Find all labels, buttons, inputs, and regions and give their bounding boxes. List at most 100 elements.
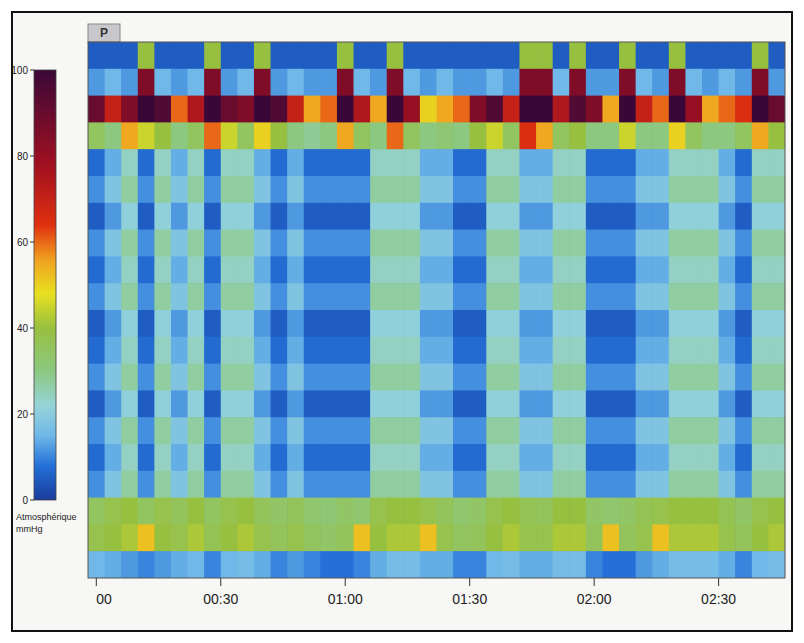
heatmap-cell (304, 42, 321, 69)
heatmap-cell (702, 524, 719, 551)
heatmap-cell (486, 471, 503, 498)
heatmap-cell (735, 310, 752, 337)
heatmap-cell (121, 444, 138, 471)
heatmap-cell (403, 444, 420, 471)
heatmap-cell (636, 471, 653, 498)
heatmap-cell (337, 471, 354, 498)
heatmap-cell (636, 417, 653, 444)
heatmap-cell (669, 149, 686, 176)
heatmap-cell (669, 524, 686, 551)
heatmap-cell (768, 203, 785, 230)
heatmap-cell (221, 230, 238, 257)
heatmap-cell (204, 337, 221, 364)
heatmap-cell (403, 524, 420, 551)
heatmap-cell (619, 176, 636, 203)
heatmap-cell (237, 310, 254, 337)
heatmap-cell (586, 444, 603, 471)
heatmap-cell (121, 310, 138, 337)
heatmap-cell (437, 337, 454, 364)
heatmap-cell (437, 364, 454, 391)
heatmap-cell (486, 203, 503, 230)
heatmap-cell (254, 42, 271, 69)
color-bar-tick-label: 100 (11, 65, 28, 76)
heatmap-cell (287, 203, 304, 230)
heatmap-cell (486, 444, 503, 471)
heatmap-cell (602, 310, 619, 337)
heatmap-cell (237, 283, 254, 310)
heatmap-cell (503, 498, 520, 525)
heatmap-cell (105, 524, 122, 551)
heatmap-cell (486, 176, 503, 203)
heatmap-cell (105, 390, 122, 417)
heatmap-cell (188, 96, 205, 123)
heatmap-cell (437, 122, 454, 149)
heatmap-cell (486, 42, 503, 69)
heatmap-cell (619, 364, 636, 391)
heatmap-cell (420, 283, 437, 310)
heatmap-cell (586, 203, 603, 230)
heatmap-cell (88, 417, 105, 444)
plot-background (88, 42, 785, 578)
heatmap-cell (735, 390, 752, 417)
heatmap-cell (320, 69, 337, 96)
heatmap-cell (685, 283, 702, 310)
heatmap-cell (254, 203, 271, 230)
heatmap-cell (586, 230, 603, 257)
heatmap-cell (669, 230, 686, 257)
heatmap-cell (138, 122, 155, 149)
heatmap-cell (719, 310, 736, 337)
heatmap-cell (768, 390, 785, 417)
heatmap-cell (287, 176, 304, 203)
heatmap-cell (271, 256, 288, 283)
heatmap-cell (503, 69, 520, 96)
heatmap-cell (138, 498, 155, 525)
heatmap-cell (602, 524, 619, 551)
heatmap-cell (486, 551, 503, 578)
heatmap-cell (138, 149, 155, 176)
heatmap-cell (154, 149, 171, 176)
heatmap-cell (719, 417, 736, 444)
heatmap-cell (287, 256, 304, 283)
heatmap-cell (237, 551, 254, 578)
heatmap-cell (652, 176, 669, 203)
heatmap-cell (188, 122, 205, 149)
heatmap-cell (121, 42, 138, 69)
heatmap-cell (105, 96, 122, 123)
heatmap-cell (370, 551, 387, 578)
heatmap-cell (188, 176, 205, 203)
heatmap-cell (569, 69, 586, 96)
heatmap-cell (138, 551, 155, 578)
heatmap-cell (768, 444, 785, 471)
heatmap-cell (503, 524, 520, 551)
heatmap-cell (453, 283, 470, 310)
heatmap-cell (470, 176, 487, 203)
heatmap-cell (470, 96, 487, 123)
heatmap-cell (719, 444, 736, 471)
heatmap-cell (752, 337, 769, 364)
heatmap-cell (619, 444, 636, 471)
heatmap-cell (204, 96, 221, 123)
heatmap-cell (403, 122, 420, 149)
heatmap-cell (188, 149, 205, 176)
heatmap-cell (254, 69, 271, 96)
heatmap-cell (569, 498, 586, 525)
heatmap-cell (586, 283, 603, 310)
heatmap-cell (553, 96, 570, 123)
heatmap-cells (88, 42, 785, 578)
heatmap-cell (171, 364, 188, 391)
heatmap-cell (768, 364, 785, 391)
heatmap-cell (486, 230, 503, 257)
x-tick-label: 00:30 (203, 591, 238, 607)
heatmap-cell (287, 122, 304, 149)
heatmap-cell (138, 417, 155, 444)
heatmap-cell (536, 551, 553, 578)
heatmap-cell (188, 417, 205, 444)
heatmap-cell (437, 444, 454, 471)
heatmap-cell (420, 337, 437, 364)
heatmap-cell (121, 256, 138, 283)
heatmap-cell (586, 176, 603, 203)
heatmap-cell (437, 390, 454, 417)
heatmap-cell (636, 364, 653, 391)
heatmap-cell (652, 203, 669, 230)
title: P (100, 26, 108, 40)
